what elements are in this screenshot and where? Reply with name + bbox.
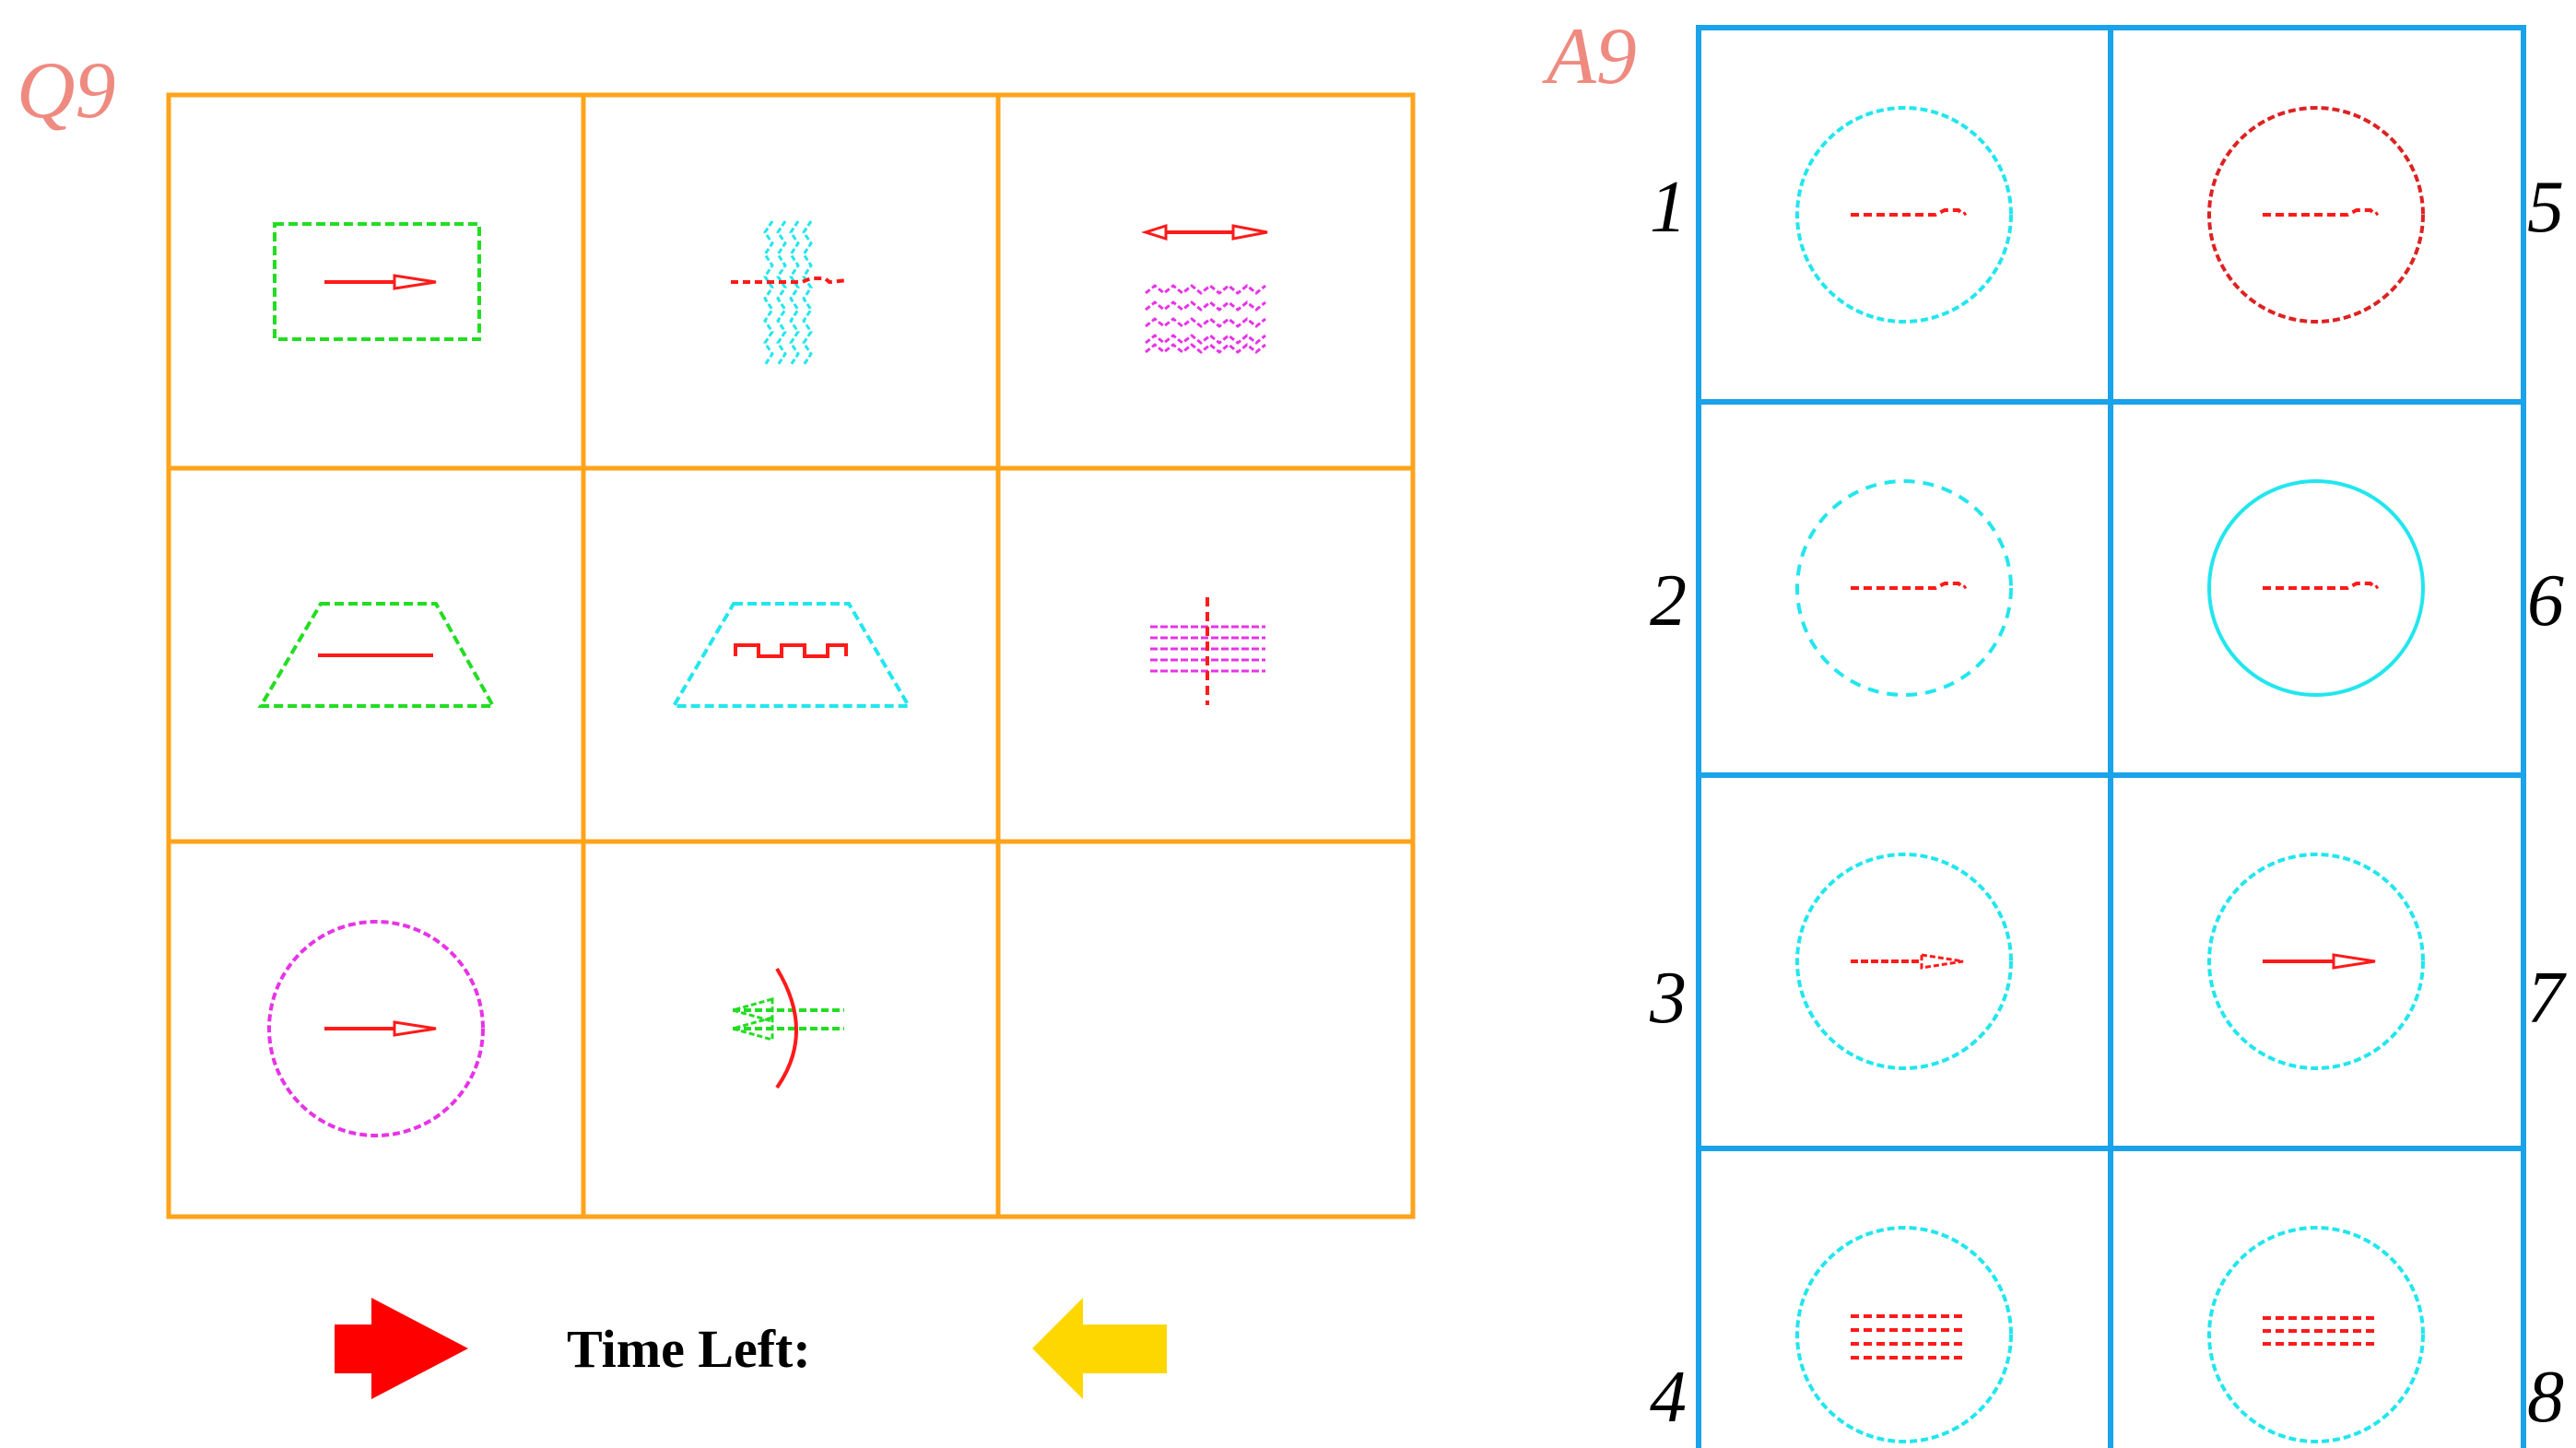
- answer-number-5: 5: [2527, 167, 2564, 248]
- answer-number-2: 2: [1650, 560, 1687, 642]
- answer-option-3[interactable]: [1795, 853, 2013, 1070]
- answer-option-5[interactable]: [2207, 106, 2425, 324]
- question-cell-5: [670, 602, 912, 708]
- answer-option-7[interactable]: [2207, 853, 2425, 1070]
- question-blank-cell: [1001, 844, 1410, 1214]
- answer-number-3: 3: [1650, 958, 1687, 1039]
- question-cell-8: [727, 967, 844, 1089]
- answers-grid: [1696, 25, 2526, 1448]
- next-arrow-icon[interactable]: [335, 1298, 468, 1399]
- answer-option-1[interactable]: [1795, 106, 2013, 324]
- prev-arrow-icon[interactable]: [1032, 1298, 1167, 1399]
- question-cell-1: [273, 222, 481, 341]
- answer-option-6[interactable]: [2207, 479, 2425, 697]
- answer-option-4[interactable]: [1795, 1226, 2013, 1443]
- question-cell-2: [731, 220, 849, 366]
- answer-option-8[interactable]: [2207, 1226, 2425, 1443]
- answer-number-6: 6: [2527, 560, 2564, 642]
- answers-label: A9: [1547, 12, 1637, 101]
- question-label: Q9: [17, 46, 116, 135]
- answer-number-8: 8: [2527, 1357, 2564, 1438]
- answer-number-7: 7: [2527, 958, 2564, 1039]
- answer-option-2[interactable]: [1795, 479, 2013, 697]
- answer-number-1: 1: [1650, 167, 1687, 248]
- question-grid: [166, 92, 1416, 1219]
- answer-number-4: 4: [1650, 1357, 1687, 1438]
- question-cell-4: [257, 602, 497, 708]
- time-left-label: Time Left:: [567, 1319, 811, 1379]
- question-cell-3: [1141, 223, 1268, 354]
- question-cell-6: [1150, 597, 1265, 705]
- question-cell-7: [267, 920, 485, 1137]
